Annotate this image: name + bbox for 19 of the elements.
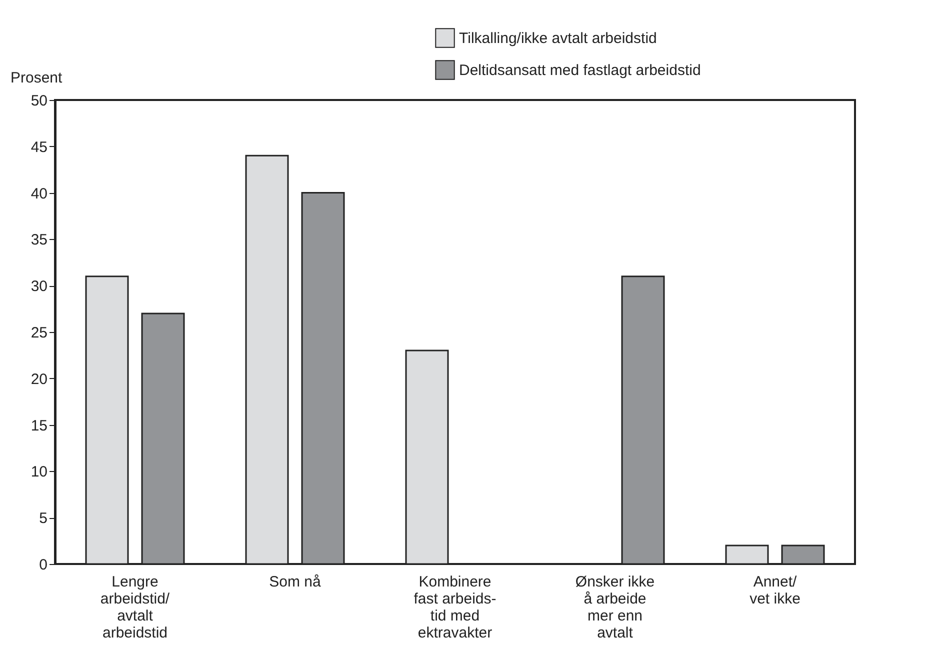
- x-tick-label: Som nå: [269, 574, 322, 590]
- x-tick-label: Lengre arbeidstid/ avtalt arbeidstid: [100, 574, 170, 642]
- y-tick-label: 45: [30, 138, 48, 156]
- y-tick-label: 20: [30, 370, 48, 388]
- y-tick-label: 5: [39, 510, 48, 528]
- y-tick-label: 30: [30, 278, 48, 296]
- y-tick-label: 40: [30, 185, 48, 202]
- legend-label: Tilkalling/ikke avtalt arbeidstid: [459, 30, 657, 47]
- y-tick-label: 15: [30, 417, 48, 434]
- x-tick-label: Annet/ vet ikke: [750, 574, 800, 608]
- y-tick-label: 50: [30, 92, 48, 110]
- x-tick-label: Kombinere fast arbeids- tid med ektravakter: [414, 574, 496, 642]
- legend-label: Deltidsansatt med fastlagt arbeidstid: [459, 62, 701, 79]
- y-axis-title: Prosent: [10, 70, 64, 86]
- y-tick-label: 0: [39, 556, 48, 574]
- y-tick-label: 35: [30, 232, 48, 249]
- x-tick-label: Ønsker ikke å arbeide mer enn avtalt: [575, 574, 655, 642]
- y-tick-label: 10: [30, 464, 48, 481]
- y-tick-label: 25: [30, 324, 48, 342]
